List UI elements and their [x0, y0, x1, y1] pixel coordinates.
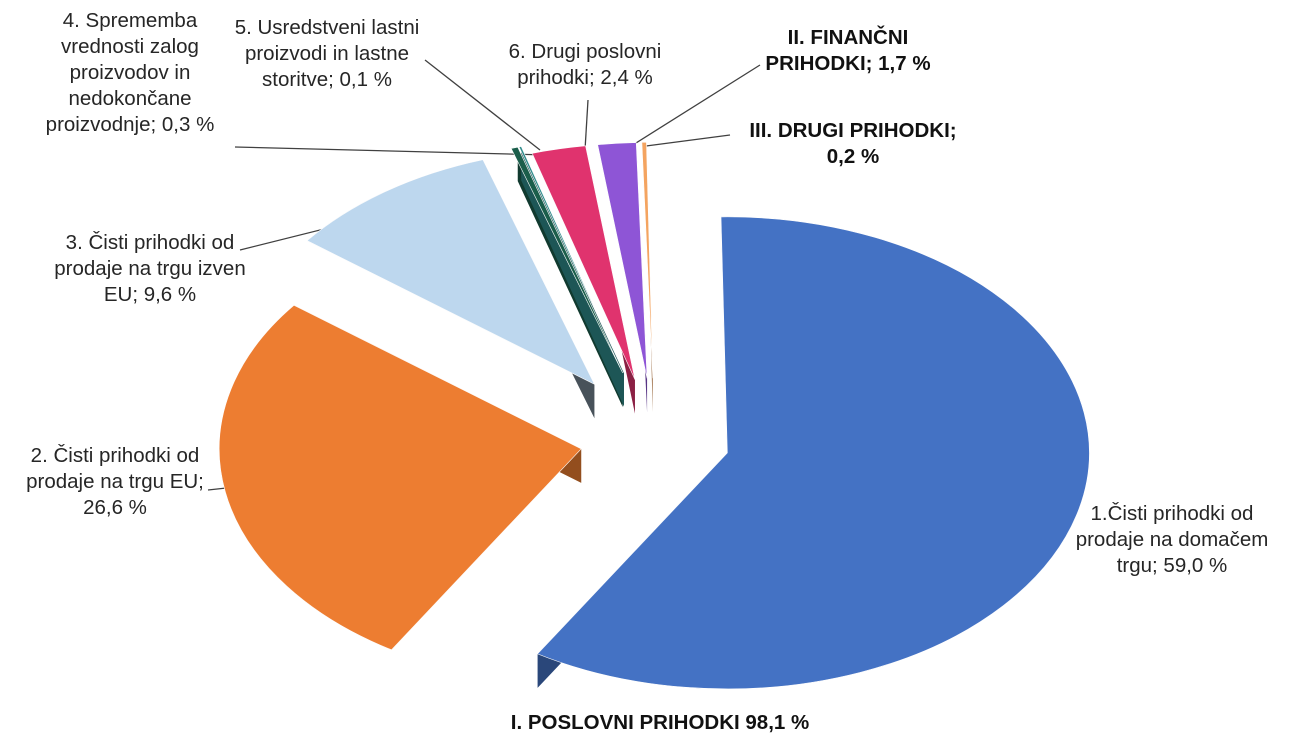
slice-other-operating [531, 145, 636, 380]
slice-own-products [518, 146, 625, 373]
slice-eu [218, 304, 582, 651]
slice-non-eu [306, 159, 596, 385]
label-domestic: 1.Čisti prihodki od prodaje na domačem t… [1075, 502, 1269, 577]
label-own-products: 5. Usredstveni lastni proizvodi in lastn… [234, 16, 420, 91]
slice-financial-leader-line [627, 64, 761, 149]
slice-other-operating-leader-line [584, 99, 589, 151]
slice-financial [597, 142, 648, 379]
group-label-operating: I. POSLOVNI PRIHODKI 98,1 % [510, 711, 810, 734]
label-eu: 2. Čisti prihodki od prodaje na trgu EU;… [26, 444, 204, 519]
slice-inventory-change [510, 146, 623, 374]
label-other-income: III. DRUGI PRIHODKI; 0,2 % [749, 119, 957, 168]
label-financial: II. FINANČNI PRIHODKI; 1,7 % [765, 26, 931, 75]
slice-domestic [537, 216, 1090, 690]
slice-other-income-leader-line [645, 134, 731, 147]
slice-other-income [641, 141, 654, 379]
slice-own-products-leader-line [424, 59, 541, 151]
label-inventory-change: 4. Sprememba vrednosti zalog proizvodov … [45, 9, 215, 136]
label-non-eu: 3. Čisti prihodki od prodaje na trgu izv… [54, 231, 246, 306]
label-other-operating: 6. Drugi poslovni prihodki; 2,4 % [508, 40, 662, 89]
slice-inventory-change-leader-line [234, 146, 549, 156]
